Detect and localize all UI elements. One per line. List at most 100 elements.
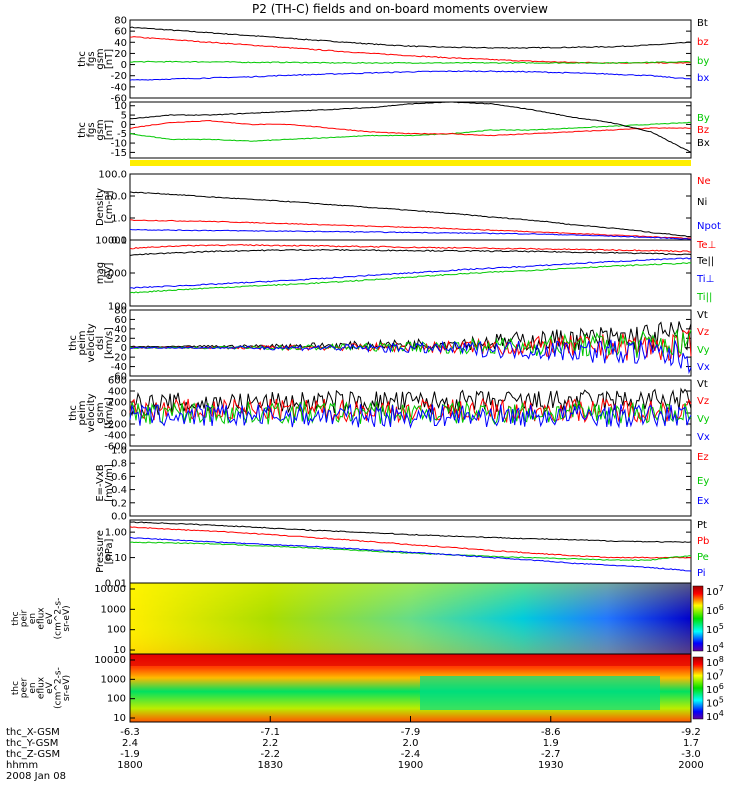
y-tick-label: 0 xyxy=(121,120,127,131)
y-tick-label: 100 xyxy=(108,302,127,313)
y-tick-label: -60 xyxy=(111,94,127,105)
y-tick-label: 5 xyxy=(121,111,127,122)
x-tick-label: 1900 xyxy=(398,760,423,771)
colorbar xyxy=(692,656,704,720)
y-tick-label: -60 xyxy=(111,372,127,383)
x-tick-label: 1.7 xyxy=(683,738,699,749)
panels: 806040200-20-40-60Btbzbybxthcfgsgsm[nT]1… xyxy=(11,16,724,725)
legend-label: Pi xyxy=(697,568,706,579)
y-axis-label: peim xyxy=(77,400,88,425)
panel-frame xyxy=(129,173,692,241)
colorbar xyxy=(692,585,704,652)
legend-label: Bz xyxy=(697,125,709,136)
legend-label: Bx xyxy=(697,138,710,149)
peir-spectrogram-shade xyxy=(130,583,691,654)
legend-label: Vt xyxy=(697,310,708,321)
legend-label: Bt xyxy=(697,18,708,29)
series-line-Vx xyxy=(129,403,692,429)
series-line-Bz xyxy=(129,119,692,137)
y-axis-label: eV xyxy=(45,612,55,625)
y-tick-label: 10 xyxy=(113,713,126,724)
y-axis-label: en xyxy=(28,682,38,693)
y-axis-label: [km/s] xyxy=(104,327,115,359)
y-axis-label: [mV/m] xyxy=(104,464,115,502)
y-axis-label: mag xyxy=(95,262,106,284)
y-axis-label: [nPa] xyxy=(104,538,115,564)
y-tick-label: 1000 xyxy=(101,674,126,685)
y-tick-label: 1.0 xyxy=(111,214,127,225)
x-row-label: thc_X-GSM xyxy=(6,727,60,738)
panel-temperature: 10000 1000 100 Te⊥ Te|| Ti⊥ Ti|| mag[eV] xyxy=(95,236,716,313)
series-line-Ti|| xyxy=(129,262,692,294)
y-axis-label: velocity xyxy=(86,323,97,362)
series-line-Pt xyxy=(129,521,692,543)
colorbar-tick-label: 106 xyxy=(706,682,724,696)
x-tick-label: 1.9 xyxy=(543,738,559,749)
y-tick-label: -10 xyxy=(111,139,127,150)
y-tick-label: -40 xyxy=(111,82,127,93)
series-line-Pb xyxy=(129,526,692,559)
y-tick-label: 100 xyxy=(107,694,126,705)
panel-frame xyxy=(129,19,692,99)
y-tick-label: 0.4 xyxy=(111,485,127,496)
series-line-Ne xyxy=(130,219,692,239)
x-tick-label: 2000 xyxy=(678,760,703,771)
legend-label: Npot xyxy=(697,221,721,232)
y-tick-label: -600 xyxy=(104,442,127,453)
y-tick-label: 20 xyxy=(114,334,127,345)
x-tick-label: 1800 xyxy=(117,760,142,771)
legend-label: Te|| xyxy=(696,256,714,267)
y-axis-label: fgs xyxy=(86,51,97,66)
series-line-by xyxy=(129,60,692,64)
y-tick-label: 60 xyxy=(114,27,127,38)
legend-label: Ni xyxy=(697,197,707,208)
x-row-label: thc_Z-GSM xyxy=(6,749,60,760)
panel-pressure: 1.00 0.10 0.01 Pt Pb Pe Pi Pressure[nPa] xyxy=(95,519,709,590)
x-tick-label: 1930 xyxy=(538,760,563,771)
series-line-Npot xyxy=(129,228,691,240)
legend-label: Pb xyxy=(697,536,709,547)
y-tick-label: -200 xyxy=(104,420,127,431)
x-row-label: thc_Y-GSM xyxy=(6,738,58,749)
colorbar-tick-label: 105 xyxy=(706,696,724,710)
legend-label: Vz xyxy=(697,327,709,338)
y-tick-label: 200 xyxy=(108,398,127,409)
y-axis-label: gsm xyxy=(95,48,106,69)
legend-label: Vx xyxy=(697,432,710,443)
peer-spectrogram-top xyxy=(130,654,691,666)
panel-efield: 1.0 0.8 0.6 0.4 0.2 0.0 Ez Ey Ex E=-VxB[mV/m] xyxy=(95,446,709,523)
series-line-Ti⊥ xyxy=(129,257,692,289)
series-line-Ni xyxy=(129,191,692,238)
x-tick-label: 2.4 xyxy=(122,738,138,749)
colorbar-tick-label: 106 xyxy=(706,603,724,617)
legend-label: Ez xyxy=(697,452,709,463)
series-line-bz xyxy=(129,36,692,64)
colorbar-tick-label: 107 xyxy=(706,669,724,683)
y-axis-label: dsl xyxy=(95,336,106,350)
y-tick-label: -20 xyxy=(111,353,127,364)
y-tick-label: -20 xyxy=(111,71,127,82)
x-tick-label: -7.1 xyxy=(260,727,280,738)
y-axis-label: sr-eV) xyxy=(62,605,72,631)
series-line-Vy xyxy=(129,399,692,426)
legend-label: Ex xyxy=(697,496,709,507)
y-axis-label: velocity xyxy=(86,393,97,432)
y-tick-label: 0.2 xyxy=(111,498,127,509)
x-tick-label: -2.7 xyxy=(541,749,561,760)
y-tick-label: 1000 xyxy=(102,269,127,280)
x-tick-label: 2.0 xyxy=(403,738,419,749)
y-tick-label: 1.00 xyxy=(105,528,127,539)
y-axis-label: Pressure xyxy=(95,530,106,573)
y-tick-label: 80 xyxy=(114,16,127,27)
chart-title: P2 (TH-C) fields and on-board moments ov… xyxy=(252,2,548,16)
y-axis-label: fgs xyxy=(86,122,97,137)
x-tick-label: 1830 xyxy=(258,760,283,771)
y-tick-label: -400 xyxy=(104,431,127,442)
y-axis-label: [km/s] xyxy=(104,397,115,429)
peer-spectrogram-band xyxy=(420,676,660,710)
y-tick-label: 0.6 xyxy=(111,472,127,483)
series-line-Pi xyxy=(129,536,692,572)
